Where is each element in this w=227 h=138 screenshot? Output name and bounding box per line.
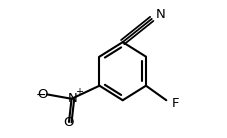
Text: O: O <box>37 88 48 101</box>
Text: O: O <box>63 116 74 128</box>
Text: F: F <box>171 97 179 110</box>
Text: N: N <box>155 8 165 21</box>
Text: N: N <box>67 91 77 105</box>
Text: +: + <box>75 87 83 97</box>
Text: −: − <box>35 89 46 102</box>
